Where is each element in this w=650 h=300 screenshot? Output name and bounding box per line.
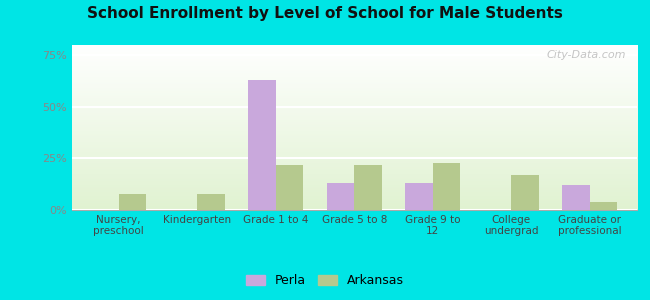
Bar: [327, 183, 354, 210]
Bar: [562, 185, 590, 210]
Bar: [354, 165, 382, 210]
Bar: [406, 183, 433, 210]
Text: City-Data.com: City-Data.com: [546, 50, 626, 60]
Bar: [197, 194, 225, 210]
Text: School Enrollment by Level of School for Male Students: School Enrollment by Level of School for…: [87, 6, 563, 21]
Legend: Perla, Arkansas: Perla, Arkansas: [242, 270, 408, 291]
Bar: [512, 175, 539, 210]
Bar: [433, 163, 460, 210]
Bar: [590, 202, 618, 210]
Bar: [276, 165, 303, 210]
Bar: [248, 80, 276, 210]
Bar: [118, 194, 146, 210]
